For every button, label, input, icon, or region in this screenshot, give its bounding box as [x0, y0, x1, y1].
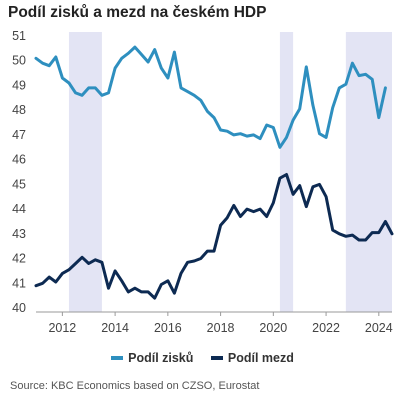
y-tick-label: 40 — [12, 301, 26, 315]
y-tick-label: 41 — [12, 276, 26, 290]
y-axis: 40 41 42 43 44 45 46 47 48 49 50 51 — [12, 29, 26, 315]
legend-label-wage-share: Podíl mezd — [227, 351, 294, 365]
y-tick-label: 42 — [12, 252, 26, 266]
series-line-wage-share — [34, 173, 394, 300]
x-tick-label: 2024 — [365, 321, 393, 335]
y-tick-label: 44 — [12, 202, 26, 216]
x-tick-label: 2022 — [312, 321, 340, 335]
y-tick-label: 47 — [12, 128, 26, 142]
chart-title: Podíl zisků a mezd na českém HDP — [8, 4, 267, 21]
legend-label-profit-share: Podíl zisků — [128, 351, 194, 365]
y-tick-label: 50 — [12, 54, 26, 68]
shaded-period-0 — [68, 32, 102, 312]
shaded-period-2 — [345, 32, 392, 312]
series-lines — [34, 45, 394, 300]
x-tick-label: 2014 — [101, 321, 129, 335]
shaded-period-1 — [279, 32, 294, 312]
x-axis: 2012 2014 2016 2018 2020 2022 2024 — [36, 311, 393, 335]
y-tick-label: 48 — [12, 103, 26, 117]
x-tick-label: 2018 — [207, 321, 235, 335]
shaded-periods — [68, 32, 392, 312]
y-tick-label: 45 — [12, 177, 26, 191]
source-note: Source: KBC Economics based on CZSO, Eur… — [10, 380, 260, 392]
legend-swatch-profit-share — [111, 356, 124, 360]
y-tick-label: 43 — [12, 227, 26, 241]
y-tick-label: 51 — [12, 29, 26, 43]
legend-swatch-wage-share — [210, 356, 223, 360]
legend-item-wage-share: Podíl mezd — [210, 351, 294, 365]
legend: Podíl zisků Podíl mezd — [0, 349, 405, 365]
y-tick-label: 46 — [12, 153, 26, 167]
y-tick-label: 49 — [12, 78, 26, 92]
x-tick-label: 2020 — [259, 321, 287, 335]
x-tick-label: 2012 — [48, 321, 76, 335]
series-line-profit-share — [34, 45, 387, 149]
legend-item-profit-share: Podíl zisků — [111, 351, 193, 365]
x-tick-label: 2016 — [154, 321, 182, 335]
